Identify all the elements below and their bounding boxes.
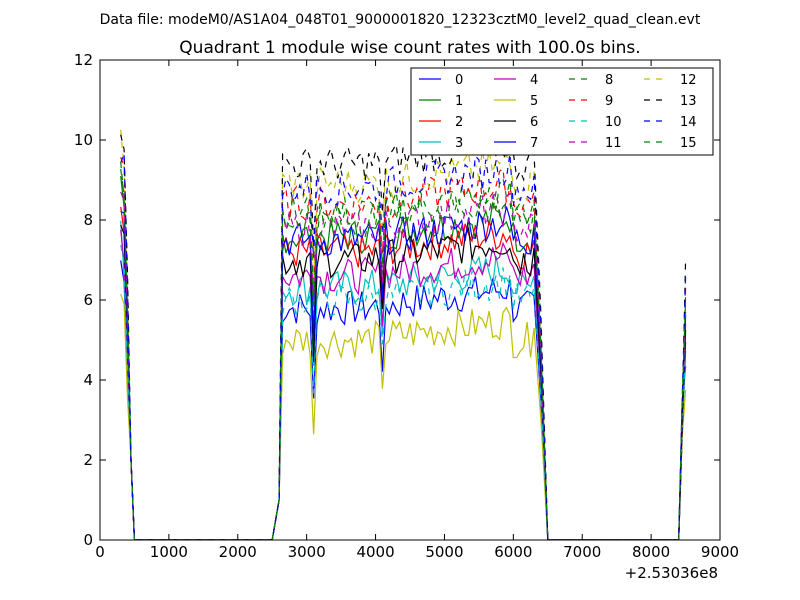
legend-label-7: 7 [530, 136, 538, 151]
legend-label-3: 3 [455, 136, 463, 151]
series-line-10 [120, 244, 687, 540]
legend-label-6: 6 [530, 115, 538, 130]
x-tick-label: 3000 [288, 543, 326, 561]
legend-label-5: 5 [530, 94, 538, 109]
y-tick-label: 0 [83, 531, 93, 549]
legend-label-14: 14 [680, 115, 697, 130]
y-tick-label: 6 [83, 291, 93, 309]
legend-label-10: 10 [605, 115, 622, 130]
legend-box [410, 67, 714, 156]
legend-label-1: 1 [455, 94, 463, 109]
legend-label-8: 8 [605, 73, 613, 88]
series-line-3 [120, 220, 687, 540]
x-tick-label: 5000 [425, 543, 463, 561]
x-offset-label: +2.53036e8 [625, 564, 718, 582]
y-tick-label: 10 [74, 131, 93, 149]
series-line-9 [120, 157, 687, 540]
series-line-14 [120, 153, 687, 540]
y-tick-label: 2 [83, 451, 93, 469]
legend-label-9: 9 [605, 94, 613, 109]
x-tick-label: 2000 [219, 543, 257, 561]
axes: 0 1000 2000 3000 4000 5000 6000 7000 8000 9000 0 2 4… [74, 51, 739, 561]
series-line-6 [120, 224, 687, 540]
legend-label-13: 13 [680, 94, 697, 109]
series-line-13 [120, 129, 687, 540]
legend-label-12: 12 [680, 73, 697, 88]
series-line-11 [120, 191, 687, 540]
legend-label-15: 15 [680, 136, 697, 151]
y-tick-label: 4 [83, 371, 93, 389]
x-tick-label: 0 [95, 543, 105, 561]
legend-label-4: 4 [530, 73, 538, 88]
series-line-5 [120, 293, 687, 540]
legend-label-2: 2 [455, 115, 463, 130]
x-tick-label: 4000 [356, 543, 394, 561]
x-tick-label: 6000 [494, 543, 532, 561]
series-line-12 [120, 129, 687, 540]
legend-label-0: 0 [455, 73, 463, 88]
series-line-2 [120, 206, 687, 540]
series-line-15 [120, 162, 687, 540]
x-tick-label: 9000 [701, 543, 739, 561]
series-line-0 [120, 260, 687, 540]
series-line-8 [120, 168, 687, 540]
x-tick-label: 1000 [150, 543, 188, 561]
legend-label-11: 11 [605, 136, 622, 151]
chart-title: Quadrant 1 module wise count rates with … [179, 38, 640, 58]
y-tick-label: 8 [83, 211, 93, 229]
x-tick-label: 7000 [563, 543, 601, 561]
plot-area [120, 129, 687, 540]
figure-suptitle: Data file: modeM0/AS1A04_048T01_90000018… [100, 12, 701, 28]
y-tick-label: 12 [74, 51, 93, 69]
series-line-4 [120, 229, 687, 540]
x-tick-label: 8000 [632, 543, 670, 561]
